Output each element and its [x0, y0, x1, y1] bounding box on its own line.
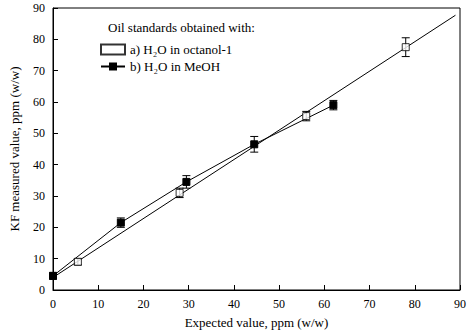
svg-text:KF measured value, ppm (w/w): KF measured value, ppm (w/w)	[7, 67, 22, 232]
svg-text:10: 10	[92, 297, 104, 311]
svg-text:Oil standards obtained with:: Oil standards obtained with:	[108, 20, 255, 35]
svg-text:10: 10	[33, 252, 45, 266]
svg-text:0: 0	[39, 283, 45, 297]
svg-text:20: 20	[137, 297, 149, 311]
svg-text:70: 70	[364, 297, 376, 311]
svg-text:a) H₂O in octanol-1: a) H₂O in octanol-1	[130, 42, 232, 57]
svg-text:60: 60	[318, 297, 330, 311]
svg-text:40: 40	[228, 297, 240, 311]
svg-text:30: 30	[183, 297, 195, 311]
svg-text:50: 50	[273, 297, 285, 311]
svg-text:Expected value, ppm (w/w): Expected value, ppm (w/w)	[185, 315, 329, 330]
svg-text:50: 50	[33, 126, 45, 140]
svg-text:0: 0	[50, 297, 56, 311]
svg-text:20: 20	[33, 220, 45, 234]
svg-text:b) H₂O in MeOH: b) H₂O in MeOH	[130, 59, 220, 74]
svg-text:80: 80	[409, 297, 421, 311]
svg-text:30: 30	[33, 189, 45, 203]
svg-text:90: 90	[33, 1, 45, 15]
svg-text:40: 40	[33, 158, 45, 172]
svg-text:70: 70	[33, 64, 45, 78]
svg-text:60: 60	[33, 95, 45, 109]
svg-text:80: 80	[33, 32, 45, 46]
svg-text:90: 90	[454, 297, 466, 311]
